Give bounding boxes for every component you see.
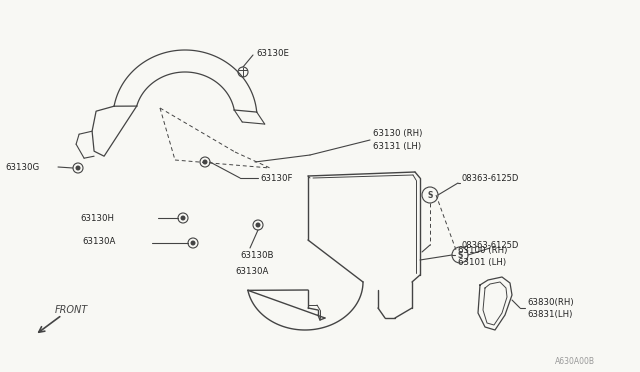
Circle shape [76, 166, 80, 170]
Text: 63130A: 63130A [82, 237, 115, 246]
Circle shape [181, 216, 185, 220]
Text: FRONT: FRONT [55, 305, 88, 315]
Text: 63130A: 63130A [235, 267, 268, 276]
Circle shape [204, 160, 207, 164]
Circle shape [191, 241, 195, 245]
Text: 08363-6125D: 08363-6125D [462, 241, 520, 250]
Text: S: S [428, 190, 433, 199]
Text: 63131 (LH): 63131 (LH) [373, 141, 421, 151]
Text: 63100 (RH): 63100 (RH) [458, 246, 508, 254]
Text: S: S [458, 250, 463, 260]
Text: 63130 (RH): 63130 (RH) [373, 128, 422, 138]
Circle shape [256, 223, 260, 227]
Text: 63130H: 63130H [80, 214, 114, 222]
Text: 63830(RH): 63830(RH) [527, 298, 573, 307]
Text: 63130G: 63130G [5, 163, 39, 171]
Text: 63130B: 63130B [240, 250, 273, 260]
Text: 63130E: 63130E [256, 48, 289, 58]
Text: 63831(LH): 63831(LH) [527, 311, 572, 320]
Text: 08363-6125D: 08363-6125D [462, 173, 520, 183]
Text: A630A00B: A630A00B [555, 357, 595, 366]
Text: 63130F: 63130F [260, 173, 292, 183]
Text: 63101 (LH): 63101 (LH) [458, 259, 506, 267]
